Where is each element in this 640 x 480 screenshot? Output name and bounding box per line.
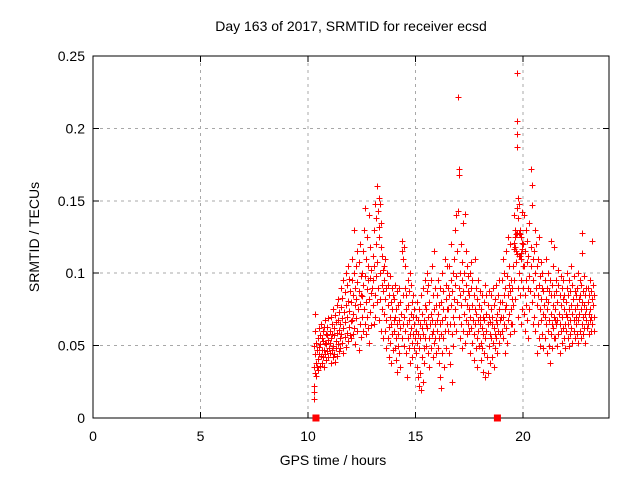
event-marker-square xyxy=(312,414,320,422)
y-tick-label: 0 xyxy=(77,410,85,426)
y-tick-label: 0.15 xyxy=(58,193,85,209)
x-tick-label: 0 xyxy=(89,428,97,444)
event-marker-square xyxy=(493,414,501,422)
y-tick-label: 0.05 xyxy=(58,338,85,354)
y-tick-label: 0.25 xyxy=(58,48,85,64)
x-axis-label: GPS time / hours xyxy=(279,452,387,468)
y-tick-label: 0.2 xyxy=(66,120,86,136)
x-tick-label: 15 xyxy=(408,428,424,444)
plot-border xyxy=(92,55,610,419)
scatter-points xyxy=(311,70,598,403)
x-tick-label: 20 xyxy=(515,428,531,444)
plot-title: Day 163 of 2017, SRMTID for receiver ecs… xyxy=(215,18,487,34)
x-tick-label: 5 xyxy=(197,428,205,444)
y-tick-label: 0.1 xyxy=(66,265,86,281)
x-tick-label: 10 xyxy=(300,428,316,444)
